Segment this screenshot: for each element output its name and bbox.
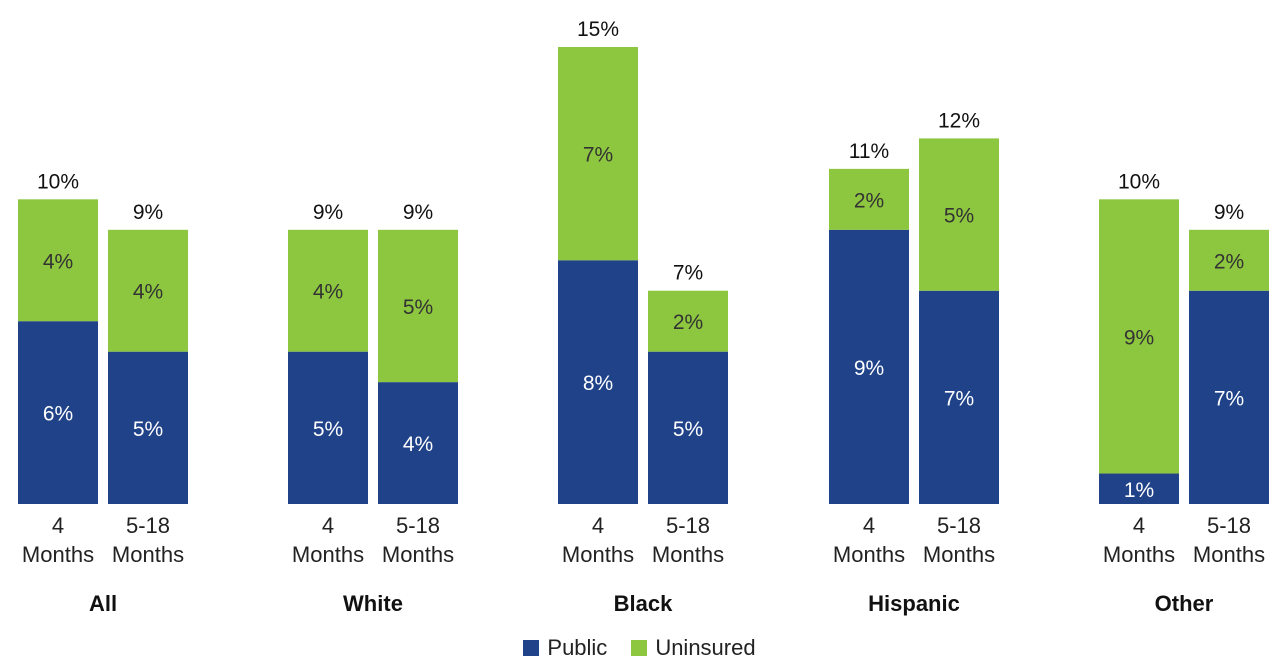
x-tick-label-line1: 4	[592, 513, 604, 538]
data-label-uninsured: 9%	[1124, 326, 1154, 349]
x-tick-label-line2: Months	[562, 542, 634, 567]
bar-segment-public	[108, 351, 188, 504]
data-label-public: 4%	[403, 433, 433, 456]
chart: 6% 4% 10% 4 Months 5% 4% 9% 5-18 Months All 5% 4% 9% 4…	[18, 18, 1269, 616]
data-label-uninsured: 2%	[673, 311, 703, 334]
data-label-public: 9%	[854, 357, 884, 380]
data-label-public: 1%	[1124, 479, 1154, 502]
x-tick-label-line2: Months	[112, 542, 184, 567]
x-tick-label-line2: Months	[923, 542, 995, 567]
x-tick-label-line1: 5-18	[396, 513, 440, 538]
x-tick-label-line1: 4	[322, 513, 334, 538]
total-label: 9%	[313, 201, 343, 224]
group-label: Hispanic	[868, 591, 960, 616]
x-tick-label-line2: Months	[1103, 542, 1175, 567]
legend-swatch-public	[523, 640, 540, 656]
bar-segment-uninsured	[1099, 199, 1179, 474]
bar-segment-uninsured	[829, 168, 909, 230]
total-label: 9%	[1214, 201, 1244, 224]
bar-segment-uninsured	[108, 229, 188, 352]
legend-label-public: Public	[547, 635, 608, 660]
bar-segment-uninsured	[919, 138, 999, 291]
bar-segment-uninsured	[288, 229, 368, 352]
x-tick-label-line2: Months	[1193, 542, 1265, 567]
bar-segment-public	[1189, 290, 1269, 504]
x-tick-label-line2: Months	[652, 542, 724, 567]
bar-segment-public	[18, 321, 98, 504]
x-tick-label-line2: Months	[382, 542, 454, 567]
total-label: 9%	[133, 201, 163, 224]
total-label: 7%	[673, 262, 703, 285]
bar-segment-uninsured	[648, 290, 728, 352]
x-tick-label-line1: 4	[52, 513, 64, 538]
legend-item-public: Public	[523, 635, 607, 661]
legend: Public Uninsured	[0, 633, 1279, 663]
bar-segment-public	[648, 351, 728, 504]
total-label: 10%	[37, 170, 79, 193]
data-label-uninsured: 4%	[313, 281, 343, 304]
total-label: 12%	[938, 109, 980, 132]
legend-label-uninsured: Uninsured	[655, 635, 756, 660]
data-label-public: 7%	[944, 387, 974, 410]
data-label-uninsured: 4%	[133, 281, 163, 304]
data-label-uninsured: 2%	[854, 189, 884, 212]
total-label: 10%	[1118, 170, 1160, 193]
x-tick-label-line2: Months	[22, 542, 94, 567]
data-label-public: 5%	[673, 418, 703, 441]
x-tick-label-line2: Months	[833, 542, 905, 567]
bar-segment-public	[829, 229, 909, 505]
x-tick-label-line1: 5-18	[666, 513, 710, 538]
bar-segment-public	[1099, 473, 1179, 504]
x-tick-label-line1: 5-18	[937, 513, 981, 538]
data-label-uninsured: 5%	[944, 205, 974, 228]
total-label: 9%	[403, 201, 433, 224]
group-label: Other	[1155, 591, 1214, 616]
data-label-public: 5%	[133, 418, 163, 441]
bar-segment-public	[378, 382, 458, 504]
x-tick-label-line1: 4	[1133, 513, 1145, 538]
bar-segment-public	[919, 290, 999, 504]
data-label-uninsured: 5%	[403, 296, 433, 319]
data-label-uninsured: 2%	[1214, 250, 1244, 273]
data-label-uninsured: 7%	[583, 144, 613, 167]
bar-segment-public	[558, 260, 638, 504]
x-tick-label-line1: 5-18	[126, 513, 170, 538]
bar-segment-uninsured	[378, 229, 458, 383]
total-label: 15%	[577, 18, 619, 41]
bar-segment-uninsured	[18, 199, 98, 322]
data-label-public: 7%	[1214, 387, 1244, 410]
total-label: 11%	[849, 140, 889, 163]
group-label: All	[89, 591, 117, 616]
legend-swatch-uninsured	[631, 640, 648, 656]
x-tick-label-line1: 4	[863, 513, 875, 538]
bar-segment-uninsured	[558, 47, 638, 261]
data-label-public: 8%	[583, 372, 613, 395]
data-label-uninsured: 4%	[43, 250, 73, 273]
x-tick-label-line1: 5-18	[1207, 513, 1251, 538]
data-label-public: 5%	[313, 418, 343, 441]
group-label: Black	[614, 591, 673, 616]
x-tick-label-line2: Months	[292, 542, 364, 567]
legend-item-uninsured: Uninsured	[631, 635, 756, 661]
data-label-public: 6%	[43, 403, 73, 426]
group-label: White	[343, 591, 403, 616]
bar-segment-public	[288, 351, 368, 504]
bar-segment-uninsured	[1189, 229, 1269, 291]
